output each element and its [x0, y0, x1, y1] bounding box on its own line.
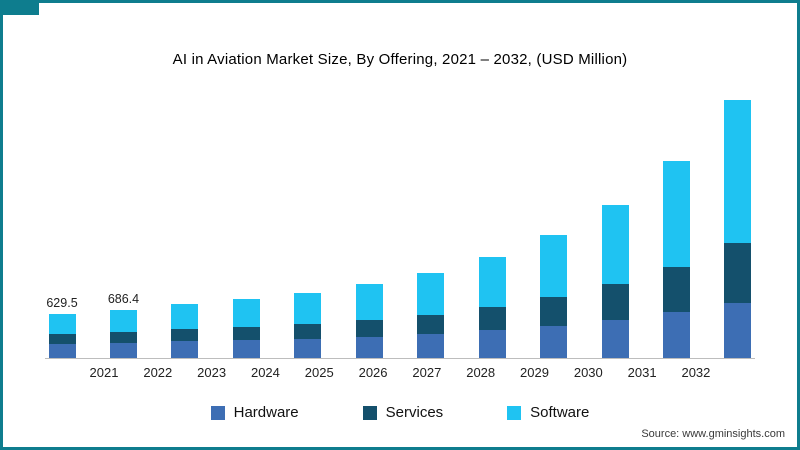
plot-wrap: 629.5 686.4 2021 2022 2023 2024 2025 2026 2027 2…	[45, 86, 755, 380]
legend-swatch-services	[362, 405, 377, 420]
legend-label-services: Services	[385, 404, 444, 421]
bar-segment-services-2028	[478, 306, 506, 331]
bar-segment-software-2032	[724, 100, 752, 244]
bar-segment-software-2031	[663, 161, 691, 268]
x-axis-label-2032: 2032	[681, 365, 711, 380]
bar-segment-hardware-2023	[171, 341, 199, 358]
bar-segment-services-2030	[601, 284, 629, 320]
bar-segment-services-2029	[540, 297, 568, 326]
bar-segment-hardware-2031	[663, 312, 691, 358]
bar-column-2024	[229, 298, 263, 358]
x-axis-label-2029: 2029	[520, 365, 549, 380]
bar-value-label-2022: 686.4	[107, 291, 140, 306]
bar-segment-hardware-2026	[355, 336, 383, 358]
bar-segment-software-2027	[417, 273, 445, 315]
bar-segment-software-2026	[355, 284, 383, 320]
bar-segment-hardware-2022	[109, 342, 137, 358]
bar-segment-software-2025	[294, 293, 322, 324]
bar-column-2026	[352, 284, 386, 358]
x-axis-label-2025: 2025	[304, 365, 334, 380]
bar-segment-hardware-2030	[601, 319, 629, 358]
x-axis-label-2023: 2023	[197, 365, 227, 380]
bar-segment-services-2027	[417, 314, 445, 334]
bar-segment-hardware-2032	[724, 303, 752, 358]
x-axis-label-2021: 2021	[89, 365, 119, 380]
bar-segment-software-2023	[171, 303, 199, 330]
x-axis-label-2030: 2030	[573, 365, 603, 380]
x-axis-label-2027: 2027	[412, 365, 442, 380]
legend-item-services: Services	[362, 404, 444, 421]
bar-segment-software-2024	[232, 298, 260, 327]
bar-column-2029	[537, 235, 571, 358]
x-axis-label-2022: 2022	[143, 365, 173, 380]
legend-swatch-software	[507, 405, 522, 420]
bar-segment-services-2021	[48, 334, 76, 344]
bar-segment-services-2024	[232, 326, 260, 340]
bar-column-2021: 629.5	[45, 296, 79, 358]
legend-label-software: Software	[530, 404, 590, 421]
bar-segment-hardware-2025	[294, 338, 322, 358]
bar-segment-services-2031	[663, 267, 691, 313]
bar-column-2022: 686.4	[106, 292, 140, 358]
bar-segment-hardware-2027	[417, 334, 445, 358]
bar-segment-services-2026	[355, 319, 383, 337]
bar-segment-services-2032	[724, 243, 752, 303]
bar-segment-hardware-2024	[232, 340, 260, 358]
plot-area: 629.5 686.4	[45, 86, 755, 359]
chart-title: AI in Aviation Market Size, By Offering,…	[172, 51, 628, 68]
x-axis-label-2031: 2031	[627, 365, 657, 380]
legend-label-hardware: Hardware	[233, 404, 299, 421]
x-axis-label-2028: 2028	[466, 365, 496, 380]
bar-column-2031	[660, 161, 694, 358]
bar-segment-software-2030	[601, 205, 629, 285]
bar-segment-software-2028	[478, 256, 506, 307]
bar-column-2032	[721, 100, 755, 358]
x-axis-labels: 2021 2022 2023 2024 2025 2026 2027 2028 2029 2030…	[87, 365, 713, 380]
bar-column-2023	[168, 303, 202, 358]
bar-segment-services-2025	[294, 323, 322, 339]
bar-segment-software-2021	[48, 313, 76, 335]
legend: Hardware Services Software	[3, 404, 797, 421]
source-attribution: Source: www.gminsights.com	[641, 428, 785, 440]
bar-column-2028	[475, 256, 509, 358]
corner-accent-bar	[3, 3, 39, 15]
legend-item-software: Software	[507, 404, 589, 421]
bar-segment-hardware-2029	[540, 325, 568, 358]
legend-item-hardware: Hardware	[210, 404, 299, 421]
bar-value-label-2021: 629.5	[46, 295, 78, 310]
x-axis-label-2024: 2024	[250, 365, 280, 380]
bar-segment-software-2029	[540, 235, 568, 298]
bar-column-2027	[414, 273, 448, 358]
bar-segment-services-2023	[171, 329, 199, 342]
bar-segment-hardware-2021	[48, 343, 76, 358]
bar-column-2030	[598, 205, 632, 358]
legend-swatch-hardware	[210, 405, 225, 420]
bar-column-2025	[291, 293, 325, 358]
x-axis-label-2026: 2026	[358, 365, 388, 380]
bar-segment-services-2022	[109, 331, 137, 343]
bar-segment-hardware-2028	[478, 330, 506, 358]
bar-segment-software-2022	[109, 309, 137, 332]
